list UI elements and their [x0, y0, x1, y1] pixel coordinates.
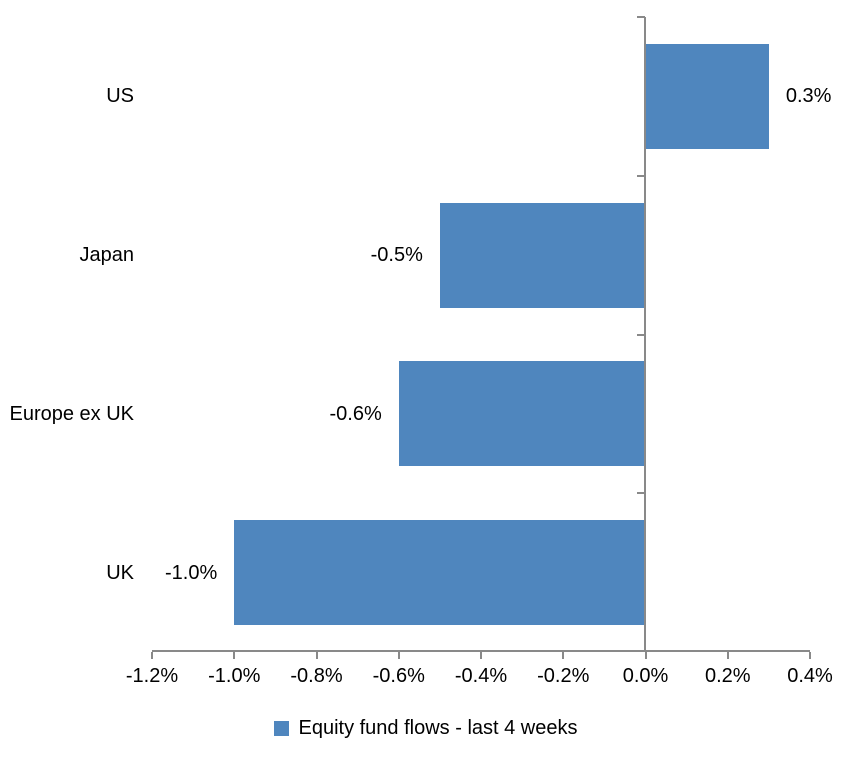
x-tick: [726, 652, 729, 659]
x-tick-label: -0.4%: [454, 665, 508, 687]
x-axis-line: [152, 650, 810, 652]
x-tick: [397, 652, 400, 659]
x-tick: [480, 652, 482, 659]
y-tick: [636, 333, 645, 336]
bar-us: [645, 43, 769, 149]
x-tick-label: 0.2%: [704, 665, 751, 687]
x-tick: [151, 652, 153, 659]
y-axis-line: [644, 17, 646, 652]
category-label-us: US: [106, 85, 134, 108]
legend-marker-icon: [274, 720, 290, 736]
bar-japan: [439, 202, 646, 308]
x-tick-label: -0.2%: [537, 665, 590, 687]
x-tick: [562, 652, 565, 659]
value-label-uk: -1.0%: [165, 561, 218, 584]
x-tick: [233, 652, 236, 659]
y-tick: [636, 174, 645, 177]
x-tick-label: -0.6%: [372, 665, 425, 687]
bar-uk: [234, 520, 646, 626]
x-tick-label: -1.2%: [125, 665, 179, 687]
x-tick: [644, 652, 647, 659]
x-tick-label: -0.8%: [290, 665, 343, 687]
x-tick-label: 0.4%: [787, 665, 833, 687]
category-label-europe-ex-uk: Europe ex UK: [9, 402, 134, 425]
value-label-europe-ex-uk: -0.6%: [329, 402, 382, 425]
legend-label: Equity fund flows - last 4 weeks: [298, 717, 578, 739]
y-tick: [636, 492, 645, 495]
value-label-japan: -0.5%: [370, 244, 423, 267]
x-tick-label: -1.0%: [208, 665, 261, 687]
category-label-uk: UK: [106, 561, 134, 584]
category-label-japan: Japan: [79, 244, 135, 267]
legend: Equity fund flows - last 4 weeks: [0, 716, 852, 740]
x-tick-label: 0.0%: [622, 665, 669, 687]
x-tick: [315, 652, 318, 659]
value-label-us: 0.3%: [785, 85, 832, 108]
bar-europe-ex-uk: [398, 361, 646, 467]
x-tick: [809, 652, 811, 659]
y-tick: [636, 16, 645, 18]
